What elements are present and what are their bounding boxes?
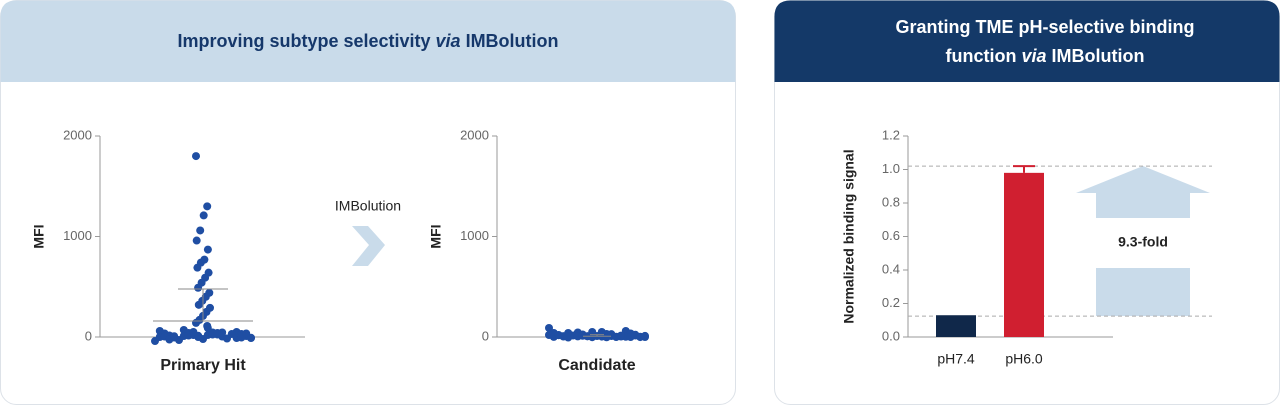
right-title: function via IMBolution xyxy=(946,46,1145,66)
x-tick-label: pH7.4 xyxy=(937,351,975,367)
right-header xyxy=(774,0,1280,82)
dot xyxy=(545,323,553,332)
y-tick-label: 0 xyxy=(85,328,92,343)
x-tick-label: pH6.0 xyxy=(1005,351,1043,367)
dot xyxy=(247,333,255,342)
y-tick-label: 0.8 xyxy=(882,194,900,209)
y-tick-label: 1000 xyxy=(460,228,489,243)
dot xyxy=(203,245,212,254)
dot xyxy=(194,283,203,292)
dot xyxy=(199,211,208,220)
y-tick-label: 0 xyxy=(482,328,489,343)
y-tick-label: 1.0 xyxy=(882,161,900,176)
title-part: Improving subtype selectivity xyxy=(177,31,435,51)
title-part: via xyxy=(436,31,461,51)
title-part: via xyxy=(1021,46,1046,66)
y-label: MFI xyxy=(31,224,47,248)
dot xyxy=(218,328,227,337)
left-header xyxy=(0,0,736,82)
title-part: function xyxy=(946,46,1022,66)
y-tick-label: 1.2 xyxy=(882,127,900,142)
dot xyxy=(192,236,201,245)
dot xyxy=(192,318,200,327)
dot xyxy=(203,202,212,211)
dot xyxy=(617,331,625,340)
x-label: Primary Hit xyxy=(160,357,246,374)
dot xyxy=(192,152,200,161)
x-label: Candidate xyxy=(558,357,635,374)
y-label: Normalized binding signal xyxy=(841,149,857,323)
y-tick-label: 0.4 xyxy=(882,261,900,276)
y-label: MFI xyxy=(428,224,444,248)
transition-label: IMBolution xyxy=(335,198,401,214)
dot xyxy=(196,226,205,235)
y-tick-label: 0.2 xyxy=(882,295,900,310)
annotation: 9.3-fold xyxy=(1118,234,1168,250)
dot xyxy=(193,263,202,272)
dot xyxy=(194,331,203,340)
fold-arrow-head xyxy=(1076,166,1210,218)
y-tick-label: 0.6 xyxy=(882,228,900,243)
y-tick-label: 2000 xyxy=(63,127,92,142)
title-part: IMBolution xyxy=(461,31,559,51)
dot xyxy=(588,327,597,336)
right-title: Granting TME pH-selective binding xyxy=(895,17,1194,37)
y-tick-label: 0.0 xyxy=(882,328,900,343)
bar xyxy=(936,315,976,337)
y-tick-label: 1000 xyxy=(63,228,92,243)
left-title: Improving subtype selectivity via IMBolu… xyxy=(177,31,558,51)
dot xyxy=(194,300,203,309)
title-part: IMBolution xyxy=(1047,46,1145,66)
bar xyxy=(1004,172,1044,337)
chevron xyxy=(352,226,385,266)
dot xyxy=(641,331,649,340)
fold-arrow-body xyxy=(1096,268,1190,316)
dot xyxy=(564,328,573,337)
y-tick-label: 2000 xyxy=(460,127,489,142)
dot xyxy=(170,332,179,341)
